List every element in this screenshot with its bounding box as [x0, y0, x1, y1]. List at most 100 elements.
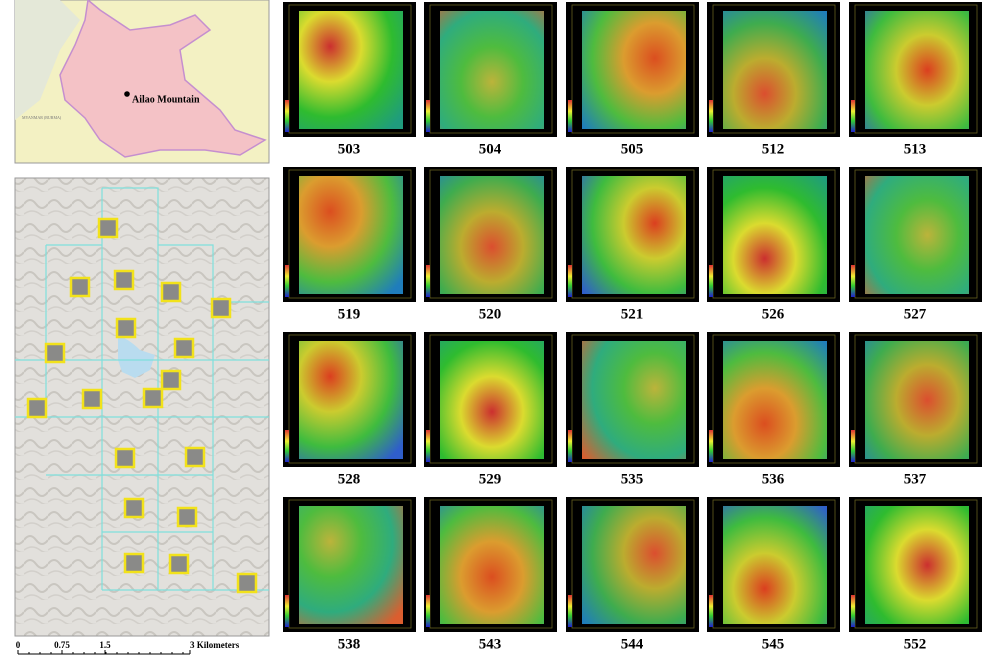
point-cloud	[865, 176, 969, 294]
color-bar	[851, 430, 855, 462]
color-bar	[709, 430, 713, 462]
plot-label: 537	[904, 471, 927, 487]
plot-label: 504	[479, 141, 502, 157]
scale-bar: 0 0.75 1.5 3 Kilometers	[16, 640, 240, 655]
plot-label: 552	[904, 636, 927, 652]
plot-marker	[115, 317, 137, 339]
tile-frame	[571, 334, 695, 464]
plot-label: 505	[621, 141, 644, 157]
color-bar	[285, 595, 289, 627]
plot-label: 528	[338, 471, 361, 487]
tile-frame	[429, 169, 553, 299]
plot-label: 519	[338, 306, 361, 322]
plot-label: 527	[904, 306, 927, 322]
point-cloud	[865, 506, 969, 624]
plot-marker	[44, 342, 66, 364]
point-cloud	[865, 341, 969, 459]
tile-frame	[571, 4, 695, 134]
plot-label: 512	[762, 141, 785, 157]
color-bar	[285, 430, 289, 462]
color-bar	[426, 595, 430, 627]
plot-marker	[184, 446, 206, 468]
plot-label: 520	[479, 306, 502, 322]
scale-label: 0.75	[54, 640, 70, 650]
tile-frame	[288, 4, 412, 134]
plot-label: 529	[479, 471, 502, 487]
point-cloud	[582, 506, 686, 624]
plot-label: 521	[621, 306, 644, 322]
plot-label: 513	[904, 141, 927, 157]
tile-frame	[288, 169, 412, 299]
scale-label: 1.5	[99, 640, 111, 650]
terrain	[15, 0, 80, 120]
plot-marker	[81, 388, 103, 410]
province	[59, 0, 267, 158]
color-bar	[709, 100, 713, 132]
tile-frame	[571, 499, 695, 629]
point-cloud	[723, 11, 827, 129]
study-map	[14, 177, 270, 637]
color-bar	[426, 430, 430, 462]
plot-marker	[160, 281, 182, 303]
point-cloud	[865, 11, 969, 129]
point-cloud	[723, 341, 827, 459]
point-cloud	[299, 11, 403, 129]
tile-frame	[854, 169, 978, 299]
tile-frame	[288, 499, 412, 629]
point-cloud	[299, 341, 403, 459]
point-cloud	[299, 176, 403, 294]
point-cloud	[582, 176, 686, 294]
color-bar	[568, 430, 572, 462]
tile-frame	[712, 499, 836, 629]
tile-frame	[712, 169, 836, 299]
color-bar	[426, 265, 430, 297]
plot-marker	[69, 276, 91, 298]
plot-label: 503	[338, 141, 361, 157]
place-label: Ailao Mountain	[132, 94, 200, 105]
lake	[118, 335, 155, 378]
color-bar	[709, 595, 713, 627]
point-cloud	[723, 506, 827, 624]
plot-grid: 503 504 505 512 513 519 520 521 526 527 528 529 535 5…	[283, 2, 982, 652]
plot-marker	[113, 269, 135, 291]
country-label: MYANMAR (BURMA)	[22, 115, 62, 120]
scale-label: 3 Kilometers	[190, 640, 240, 650]
grid	[15, 187, 269, 591]
plot-marker	[123, 497, 145, 519]
plot-label: 536	[762, 471, 785, 487]
tile-frame	[429, 334, 553, 464]
plot-marker	[168, 553, 190, 575]
tile-frame	[712, 334, 836, 464]
point-cloud	[582, 341, 686, 459]
color-bar	[568, 595, 572, 627]
plot-label: 526	[762, 306, 785, 322]
point-cloud	[440, 506, 544, 624]
tile-frame	[571, 169, 695, 299]
point-cloud	[582, 11, 686, 129]
plot-marker	[142, 387, 164, 409]
plot-label: 545	[762, 636, 785, 652]
plot-marker	[236, 572, 258, 594]
color-bar	[851, 100, 855, 132]
plot-marker	[26, 397, 48, 419]
color-bar	[709, 265, 713, 297]
tile-frame	[288, 334, 412, 464]
tile-frame	[854, 334, 978, 464]
plot-label: 544	[621, 636, 644, 652]
color-bar	[851, 595, 855, 627]
tile-frame	[712, 4, 836, 134]
tile-frame	[854, 499, 978, 629]
plot-marker	[173, 337, 195, 359]
color-bar	[568, 265, 572, 297]
scale-label: 0	[16, 640, 21, 650]
plot-marker	[176, 506, 198, 528]
color-bar	[285, 265, 289, 297]
point-cloud	[723, 176, 827, 294]
point-cloud	[440, 176, 544, 294]
tile-frame	[429, 499, 553, 629]
overview-map: Ailao Mountain MYANMAR (BURMA)	[14, 0, 270, 164]
plot-marker	[123, 552, 145, 574]
color-bar	[568, 100, 572, 132]
tile-frame	[854, 4, 978, 134]
color-bar	[285, 100, 289, 132]
